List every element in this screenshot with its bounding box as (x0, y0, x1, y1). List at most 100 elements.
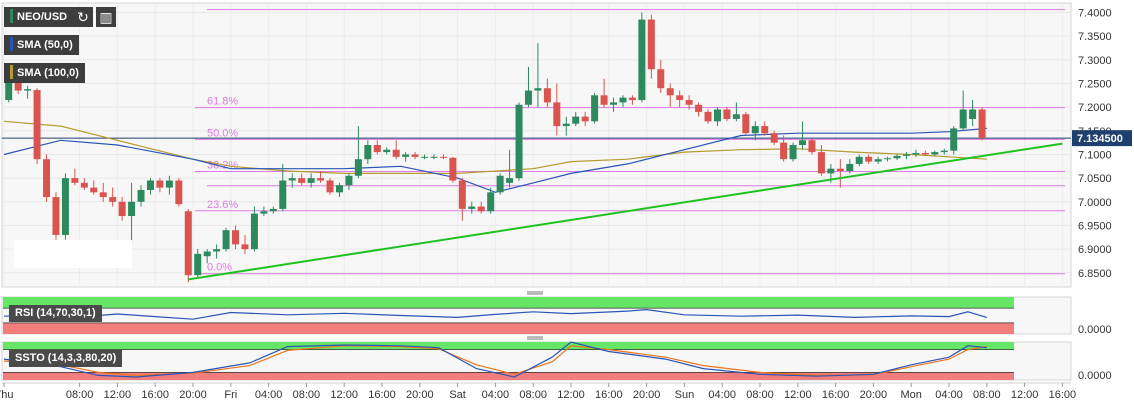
candle[interactable] (33, 88, 41, 164)
candle[interactable] (770, 130, 778, 145)
candle[interactable] (411, 152, 419, 160)
candle[interactable] (742, 111, 750, 136)
candle[interactable] (43, 154, 51, 202)
candle[interactable] (619, 95, 627, 108)
candle[interactable] (751, 121, 759, 141)
candle[interactable] (562, 116, 570, 136)
candle[interactable] (874, 156, 882, 164)
candle[interactable] (354, 126, 362, 179)
candle[interactable] (713, 107, 721, 127)
candle[interactable] (335, 182, 343, 198)
candle[interactable] (288, 173, 296, 188)
support-trendline[interactable] (188, 142, 1063, 281)
candle[interactable] (364, 140, 372, 164)
candle[interactable] (269, 206, 277, 214)
candle[interactable] (392, 140, 400, 160)
candle[interactable] (421, 154, 429, 160)
refresh-icon[interactable]: ↻ (73, 7, 93, 27)
candle[interactable] (591, 92, 599, 124)
candle[interactable] (647, 14, 655, 79)
candle[interactable] (884, 156, 892, 162)
price-plot-area[interactable] (1, 2, 1072, 288)
candle[interactable] (317, 171, 325, 183)
candle[interactable] (969, 100, 977, 127)
candle[interactable] (279, 163, 287, 212)
candle[interactable] (194, 249, 202, 278)
candle[interactable] (118, 197, 126, 221)
candle[interactable] (61, 173, 69, 240)
candle[interactable] (572, 111, 580, 127)
candle[interactable] (959, 90, 967, 131)
study-chip-sma100[interactable]: SMA (100,0) (4, 63, 85, 83)
candle[interactable] (610, 97, 618, 112)
candle[interactable] (24, 85, 32, 99)
candle[interactable] (250, 206, 258, 252)
candle[interactable] (175, 178, 183, 207)
candle[interactable] (99, 182, 107, 202)
candle[interactable] (524, 66, 532, 108)
candle[interactable] (950, 126, 958, 155)
candle[interactable] (128, 182, 136, 245)
candle[interactable] (581, 111, 589, 127)
candle[interactable] (430, 154, 438, 160)
candle[interactable] (817, 145, 825, 176)
candle[interactable] (402, 152, 410, 162)
candle[interactable] (222, 227, 230, 252)
candle[interactable] (90, 180, 98, 195)
candle[interactable] (326, 178, 334, 195)
candle[interactable] (808, 137, 816, 155)
candle[interactable] (855, 154, 863, 167)
candle[interactable] (345, 173, 353, 190)
candle[interactable] (307, 173, 315, 188)
candle[interactable] (657, 59, 665, 93)
candle[interactable] (260, 206, 268, 216)
candle[interactable] (723, 107, 731, 122)
candle[interactable] (458, 178, 466, 221)
candle[interactable] (676, 90, 684, 108)
candle[interactable] (71, 168, 79, 186)
candle[interactable] (600, 78, 608, 108)
candle[interactable] (940, 148, 948, 155)
candle[interactable] (506, 149, 514, 188)
candle[interactable] (80, 178, 88, 190)
candle[interactable] (628, 95, 636, 105)
candle[interactable] (449, 156, 457, 183)
study-chip-sma50[interactable]: SMA (50,0) (4, 35, 79, 55)
candle[interactable] (156, 178, 164, 193)
candle[interactable] (553, 83, 561, 136)
candle[interactable] (893, 154, 901, 161)
candle[interactable] (638, 12, 646, 103)
candle[interactable] (146, 178, 154, 195)
ssto-label[interactable]: SSTO (14,3,3,80,20) (9, 350, 123, 367)
candle[interactable] (836, 159, 844, 188)
candle[interactable] (666, 83, 674, 108)
candle[interactable] (203, 249, 211, 264)
candle[interactable] (846, 159, 854, 174)
candle[interactable] (487, 187, 495, 214)
candle[interactable] (515, 102, 523, 181)
candle[interactable] (52, 192, 60, 240)
candle[interactable] (704, 109, 712, 124)
candle[interactable] (383, 147, 391, 155)
candle[interactable] (912, 149, 920, 157)
candle[interactable] (543, 78, 551, 108)
candle[interactable] (298, 173, 306, 186)
candle[interactable] (799, 121, 807, 150)
candle[interactable] (865, 154, 873, 164)
candle[interactable] (109, 187, 117, 207)
candle[interactable] (534, 43, 542, 108)
symbol-chip[interactable]: NEO/USD (4, 7, 74, 27)
candle[interactable] (232, 225, 240, 250)
ruler-icon[interactable]: ▥ (96, 7, 116, 27)
candle[interactable] (477, 201, 485, 214)
candle[interactable] (695, 102, 703, 117)
candle[interactable] (732, 102, 740, 122)
candle[interactable] (468, 201, 476, 214)
candle[interactable] (789, 142, 797, 162)
candle[interactable] (761, 121, 769, 136)
candle[interactable] (213, 244, 221, 259)
candle[interactable] (931, 150, 939, 156)
candle[interactable] (978, 107, 986, 141)
rsi-label[interactable]: RSI (14,70,30,1) (9, 305, 102, 322)
candle[interactable] (165, 175, 173, 195)
